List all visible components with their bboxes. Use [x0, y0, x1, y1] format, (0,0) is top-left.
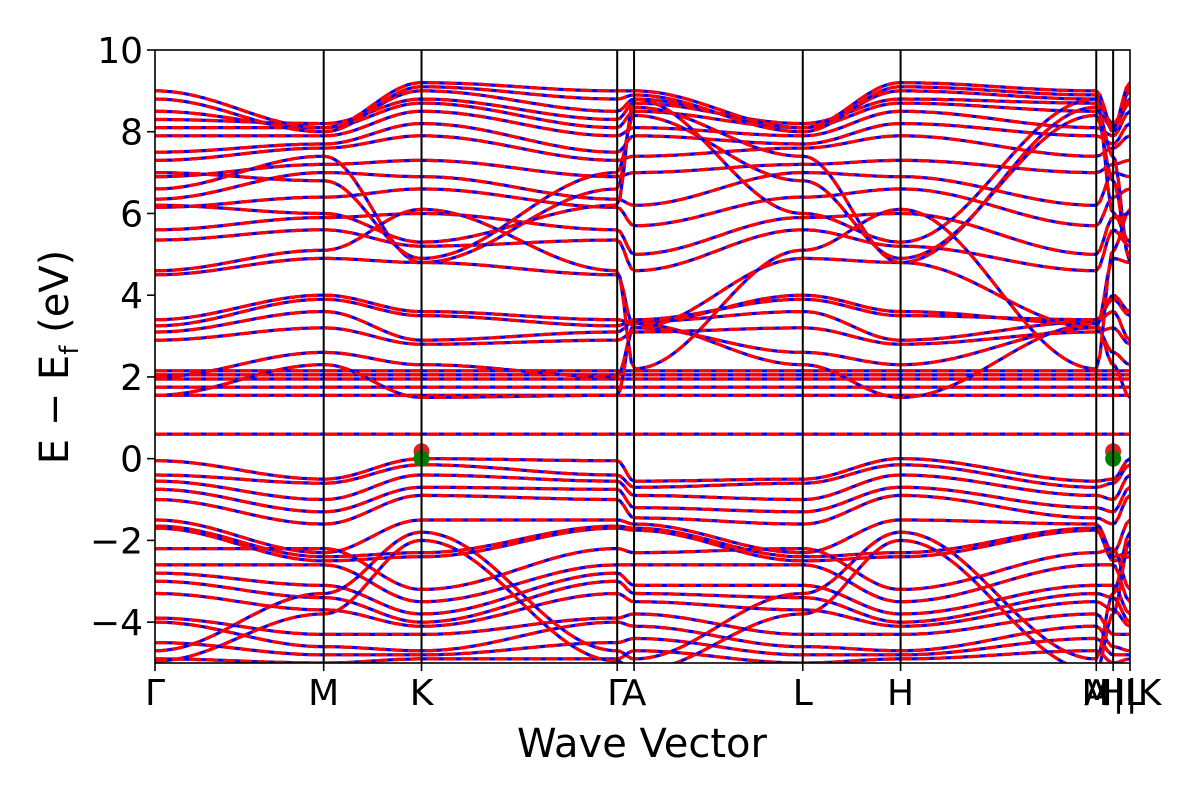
band-spin-down-17 [155, 158, 1130, 179]
x-tick-label: Γ [607, 673, 627, 714]
band-spin-down-38 [155, 547, 1130, 591]
x-tick-label: Γ [145, 673, 165, 714]
band-spin-down-8 [155, 326, 1130, 346]
band-spin-down-14 [155, 211, 1130, 256]
high-symmetry-lines [322, 50, 1115, 663]
band-extrema-markers [413, 443, 1122, 467]
axes-frame [154, 49, 1131, 664]
band-spin-down-22 [155, 97, 1130, 126]
band-spin-down-42 [155, 591, 1130, 628]
band-spin-up-28 [155, 97, 1130, 244]
band-spin-down-33 [155, 485, 1130, 514]
x-tick-label: K [410, 673, 435, 714]
band-spin-down-11 [155, 293, 1130, 326]
band-spin-down-30 [155, 457, 1130, 483]
y-tick-label: 0 [120, 440, 143, 481]
band-spin-down-7 [155, 326, 1130, 379]
band-spin-down-41 [155, 579, 1130, 624]
band-spin-down-9 [155, 309, 1130, 342]
band-spin-down-18 [155, 134, 1130, 162]
y-axis-ticks: −4 −2 0 2 4 6 8 10 [90, 31, 155, 644]
band-spin-down-10 [155, 297, 1130, 328]
y-axis-label-unit: (eV) [32, 250, 78, 346]
band-spin-down-25 [155, 81, 1130, 130]
band-spin-down-43 [155, 612, 1130, 636]
x-axis-label: Wave Vector [517, 721, 768, 767]
band-spin-down-36 [155, 524, 1130, 559]
band-spin-up-15 [155, 187, 1130, 228]
band-spin-down-12 [155, 256, 1130, 330]
x-tick-label: M|L [1082, 673, 1145, 714]
y-tick-label: 8 [120, 113, 143, 154]
band-spin-down-34 [155, 493, 1130, 526]
band-spin-down-31 [155, 463, 1130, 489]
band-spin-down-35 [155, 518, 1130, 555]
x-tick-label: H|K [1099, 673, 1163, 714]
y-tick-label: −4 [90, 603, 143, 644]
x-tick-label: L [793, 673, 813, 714]
band-lines [155, 81, 1130, 663]
band-spin-down-29 [155, 207, 1130, 371]
band-spin-down-45 [155, 636, 1130, 657]
x-axis-ticks: Γ M K ΓA L H AM|LH|K [145, 663, 1163, 714]
x-tick-label: H [887, 673, 914, 714]
y-axis-label-main: E − E [32, 355, 78, 465]
band-spin-down-40 [155, 571, 1130, 616]
band-spin-down-32 [155, 473, 1130, 502]
band-spin-down-24 [155, 85, 1130, 134]
band-spin-down-15 [155, 187, 1130, 228]
band-spin-down-39 [155, 563, 1130, 604]
plot-frame [154, 49, 1131, 664]
band-spin-down-16 [155, 171, 1130, 207]
band-spin-down-37 [155, 526, 1130, 563]
y-tick-label: 6 [120, 194, 143, 235]
y-tick-label: 2 [120, 358, 143, 399]
band-spin-down-28 [155, 97, 1130, 244]
band-spin-down-48 [155, 538, 1130, 663]
x-tick-label: M [308, 673, 339, 714]
band-spin-down-20 [155, 109, 1130, 138]
x-tick-label: A [1084, 673, 1109, 714]
band-spin-down-19 [155, 122, 1130, 154]
y-tick-label: 4 [120, 276, 143, 317]
svg-text:E − Ef (eV): E − Ef (eV) [32, 250, 85, 465]
band-spin-down-47 [155, 530, 1130, 661]
y-tick-label: −2 [90, 521, 143, 562]
y-axis-label-subscript: f [55, 345, 85, 355]
y-tick-label: 10 [97, 31, 143, 72]
band-spin-down-44 [155, 620, 1130, 653]
band-spin-up-8 [155, 326, 1130, 346]
band-spin-up-46 [155, 649, 1130, 663]
band-spin-down-27 [155, 113, 1130, 261]
y-axis-label: E − Ef (eV) [32, 250, 85, 465]
x-tick-label: A [622, 673, 647, 714]
